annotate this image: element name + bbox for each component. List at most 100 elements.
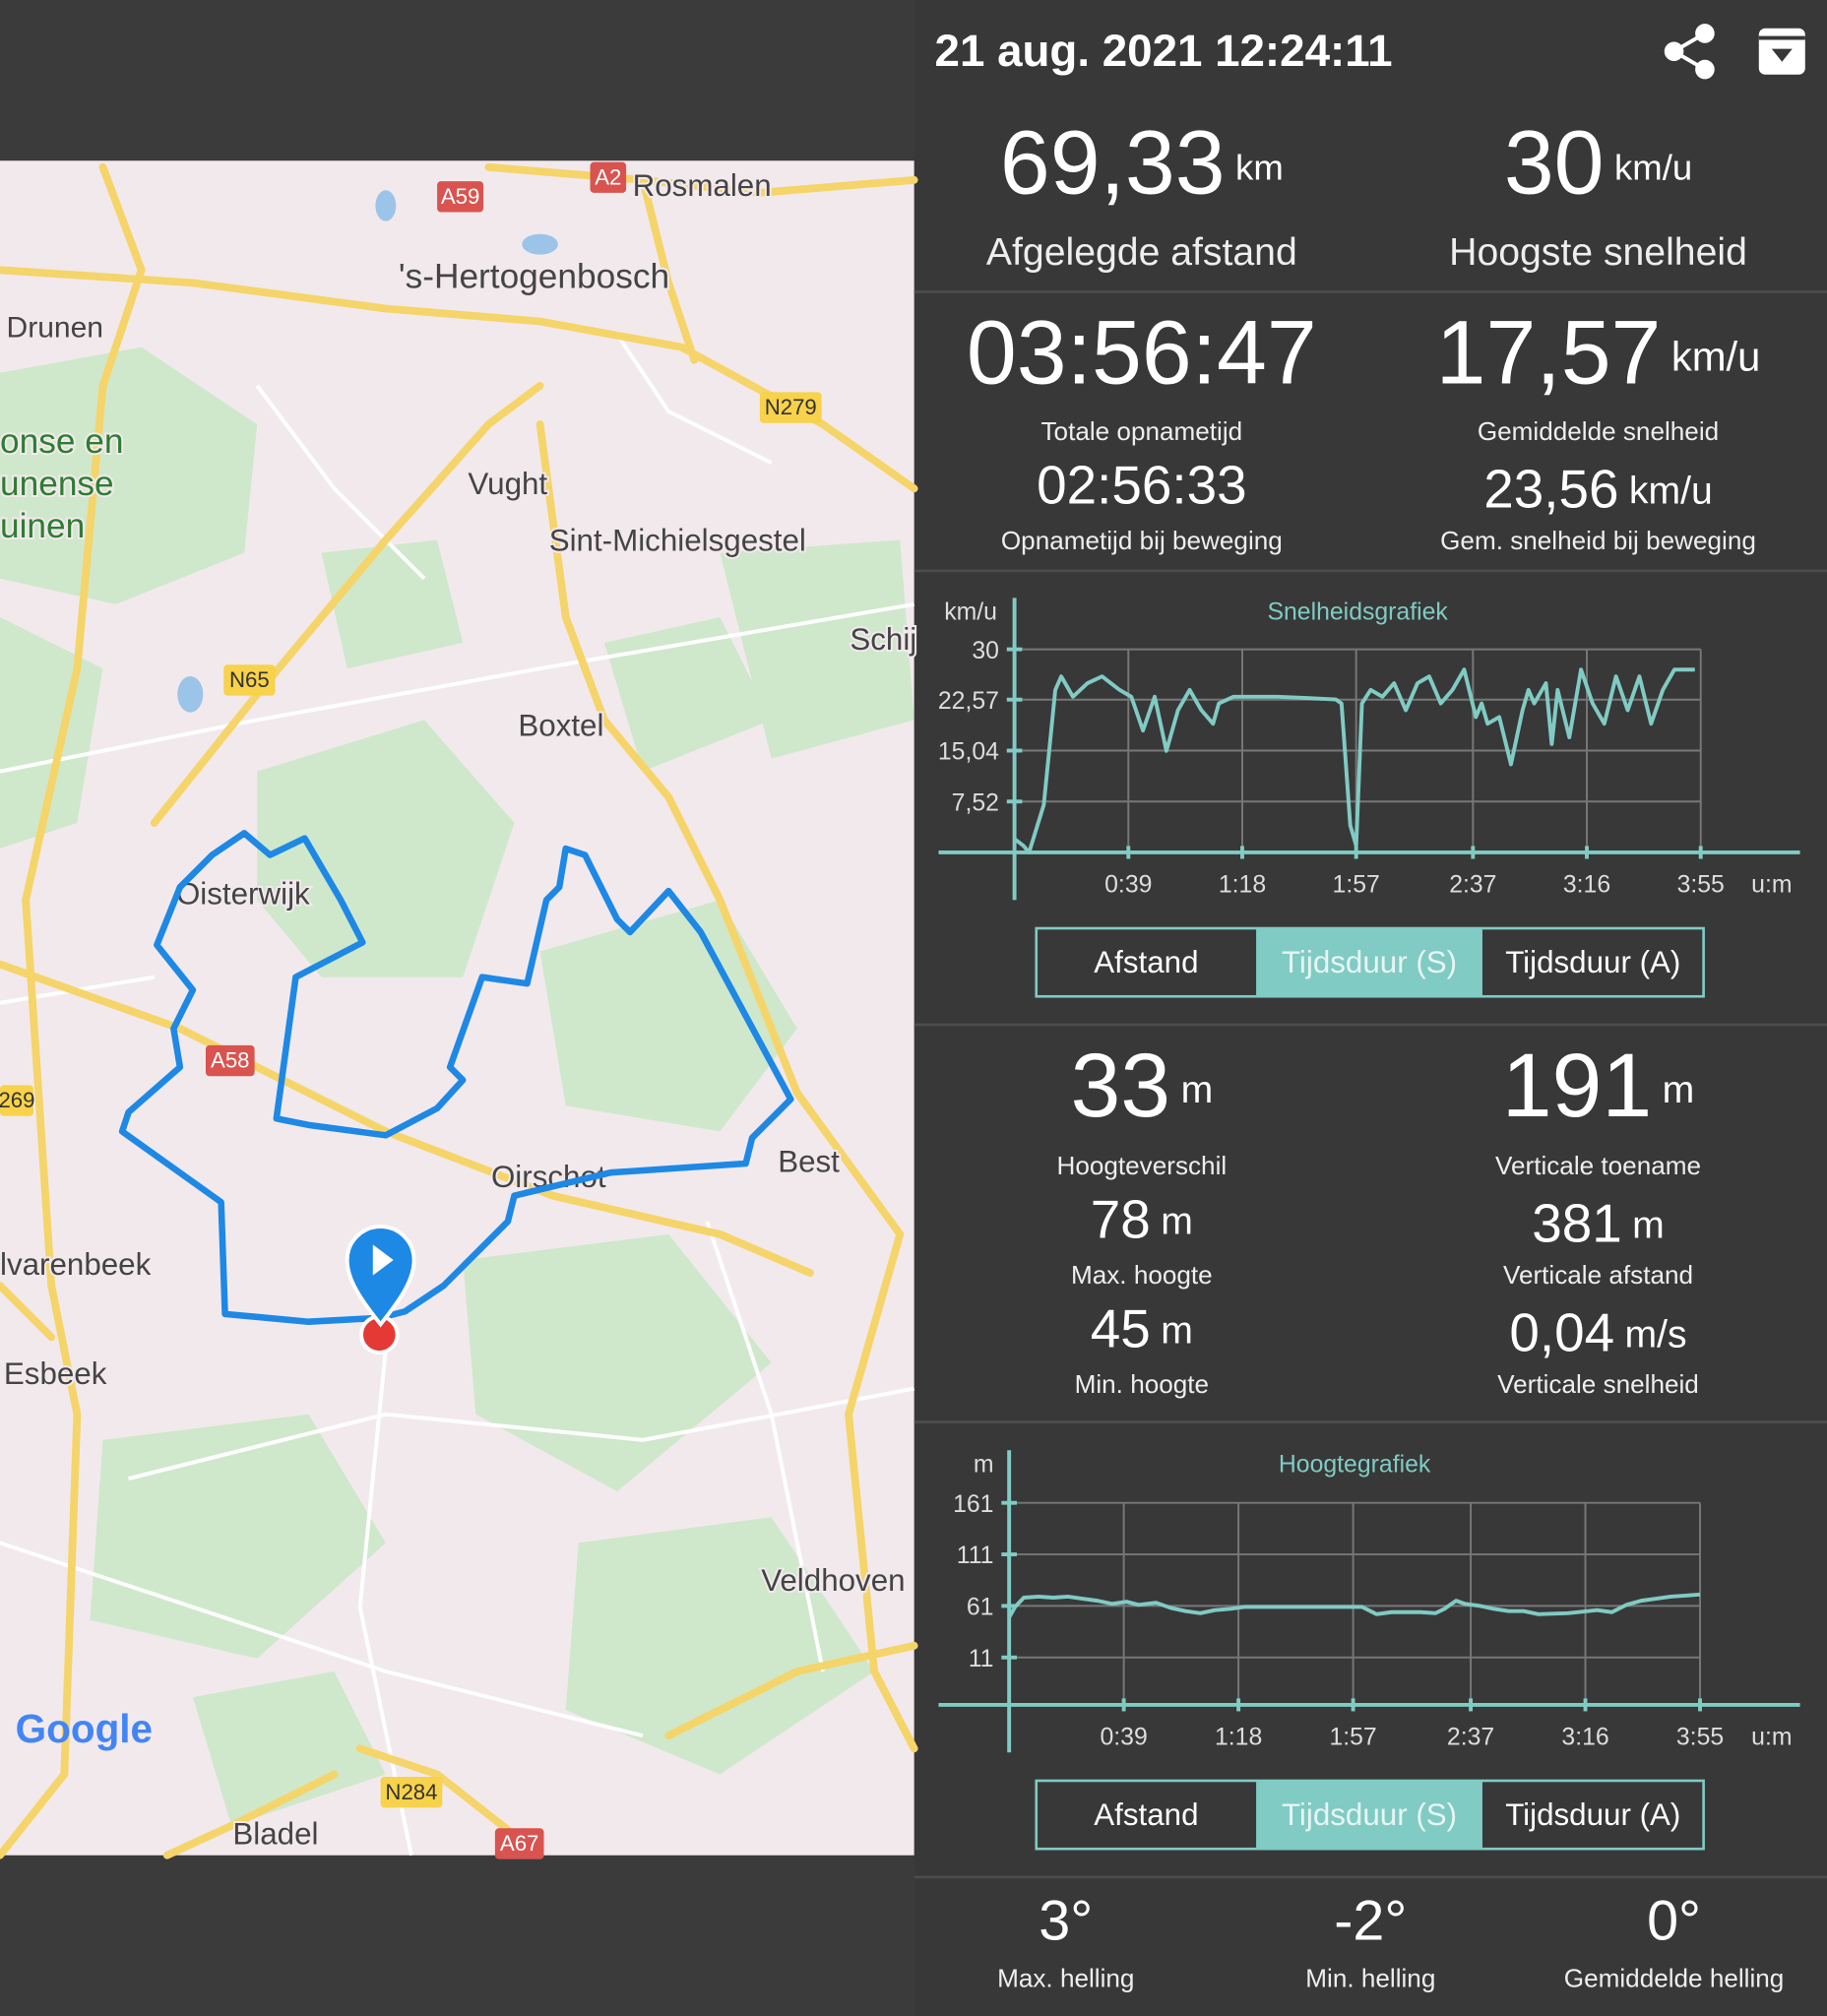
y-tick-label: 161 [953, 1491, 993, 1518]
major-roads [0, 162, 918, 1859]
stat-value: 381 m [1532, 1193, 1665, 1254]
stat-unit: m/s [1625, 1314, 1687, 1356]
y-tick-label: 22,57 [938, 688, 999, 715]
stat-value: 17,57 km/u [1436, 303, 1761, 404]
chart-title: Snelheidsgrafiek [1267, 599, 1448, 626]
map-label: unense [0, 465, 114, 503]
stat-value: 69,33 km [1000, 113, 1284, 214]
map-label: Bladel [232, 1816, 318, 1851]
stat-value: 03:56:47 [967, 303, 1317, 404]
stat-label: Min. hoogte [1075, 1369, 1209, 1399]
y-tick-label: 111 [957, 1543, 994, 1569]
stat-label: Verticale afstand [1503, 1260, 1693, 1290]
stat-unit: km/u [1671, 334, 1761, 380]
data-line [1013, 667, 1695, 854]
archive-button[interactable] [1758, 28, 1805, 75]
stat-label: Totale opnametijd [1041, 416, 1243, 446]
stat-label: Afgelegde afstand [986, 231, 1297, 274]
stat-number: 0,04 [1509, 1302, 1614, 1363]
y-tick-label: 7,52 [952, 789, 999, 816]
stat-label: Gemiddelde snelheid [1478, 416, 1719, 446]
map-label: Esbeek [4, 1356, 107, 1391]
tab-label[interactable]: Afstand [1094, 945, 1198, 979]
stat-value: 191 m [1502, 1036, 1695, 1136]
stat-unit: km/u [1614, 147, 1692, 187]
road-shield-label: A59 [441, 184, 479, 209]
x-tick-label: 3:16 [1563, 871, 1610, 898]
tab[interactable] [1256, 1780, 1482, 1850]
x-tick-label: 1:18 [1219, 871, 1266, 898]
header-icons [1664, 24, 1805, 80]
road-shield [494, 1828, 544, 1859]
stat-value: 23,56 km/u [1483, 459, 1713, 520]
map-label: Schij [850, 622, 916, 657]
stat-label: Hoogteverschil [1056, 1151, 1227, 1180]
stat-unit: m [1161, 1201, 1193, 1243]
route [118, 830, 794, 1325]
chart: 11 61 111 161 0:39 1:18 1:57 2:37 3:16 3:55 m u:m Ho… [938, 1450, 1800, 1753]
road-shield [205, 1044, 255, 1077]
tab-label[interactable]: Tijdsduur (A) [1505, 945, 1680, 979]
map-label: onse en [0, 422, 123, 461]
tab-bar: Afstand Tijdsduur (S) Tijdsduur (A) [1035, 1779, 1705, 1851]
stat-number: 17,57 [1436, 303, 1662, 404]
x-unit: u:m [1751, 871, 1792, 898]
stat-unit: km [1235, 147, 1284, 187]
stat-label: Gem. snelheid bij beweging [1440, 526, 1756, 555]
map-label: Best [778, 1144, 840, 1178]
stat-unit: m [1632, 1205, 1665, 1247]
road-shield [437, 181, 484, 213]
stat-number: 30 [1504, 113, 1605, 214]
stat-unit: m [1181, 1070, 1214, 1112]
stat-label: Max. hoogte [1071, 1260, 1213, 1290]
road-shield-label: N65 [229, 667, 270, 692]
stat-unit: m [1161, 1310, 1193, 1353]
y-tick-label: 30 [972, 638, 999, 664]
stat-number: 23,56 [1483, 459, 1618, 520]
map[interactable]: Rosmalen 's-Hertogenbosch Drunen onse en une… [0, 160, 918, 1859]
header-datetime: 21 aug. 2021 12:24:11 [935, 26, 1393, 76]
stat-number: 02:56:33 [1037, 455, 1246, 516]
map-label: Rosmalen [633, 168, 772, 203]
tab-label[interactable]: Afstand [1094, 1797, 1198, 1832]
y-unit: m [974, 1452, 994, 1479]
slope-value: -2° [1334, 1889, 1407, 1952]
road-shield-label: A67 [500, 1831, 538, 1856]
tab[interactable] [1256, 928, 1482, 997]
stat-number: 69,33 [1000, 113, 1226, 214]
map-label: 's-Hertogenbosch [399, 258, 669, 296]
y-tick-label: 15,04 [938, 739, 999, 766]
slope-label: Min. helling [1305, 1963, 1435, 1992]
stat-value: 45 m [1091, 1298, 1193, 1359]
road-shield-label: A58 [211, 1048, 249, 1073]
map-label: Vught [468, 467, 547, 501]
stat-number: 03:56:47 [967, 303, 1317, 404]
stat-number: 381 [1532, 1193, 1622, 1254]
slope-label: Max. helling [997, 1963, 1134, 1992]
road-shield [223, 664, 276, 696]
map-label: Drunen [7, 311, 104, 344]
data-line [1007, 1592, 1701, 1618]
stat-value: 02:56:33 [1037, 455, 1246, 516]
map-label: uinen [0, 507, 85, 545]
tab-label[interactable]: Tijdsduur (A) [1505, 1797, 1680, 1832]
map-label: lvarenbeek [0, 1247, 152, 1282]
road-shield [759, 392, 822, 423]
share-button[interactable] [1664, 24, 1715, 80]
tab-label[interactable]: Tijdsduur (S) [1282, 945, 1457, 979]
y-tick-label: 61 [967, 1595, 994, 1621]
minor-roads [0, 333, 915, 1857]
chart: 7,52 15,04 22,57 30 0:39 1:18 1:57 2:37 3:16 3:55… [938, 598, 1800, 901]
stat-value: 78 m [1091, 1189, 1193, 1250]
stat-label: Verticale toename [1495, 1151, 1701, 1180]
map-label: Veldhoven [761, 1563, 905, 1598]
x-tick-label: 3:16 [1561, 1724, 1608, 1750]
road-shield-label: 269 [0, 1088, 34, 1112]
tab-bar: Afstand Tijdsduur (S) Tijdsduur (A) [1035, 926, 1705, 998]
tab-label[interactable]: Tijdsduur (S) [1282, 1797, 1457, 1832]
start-marker[interactable] [345, 1225, 416, 1328]
stat-number: 191 [1502, 1036, 1653, 1136]
